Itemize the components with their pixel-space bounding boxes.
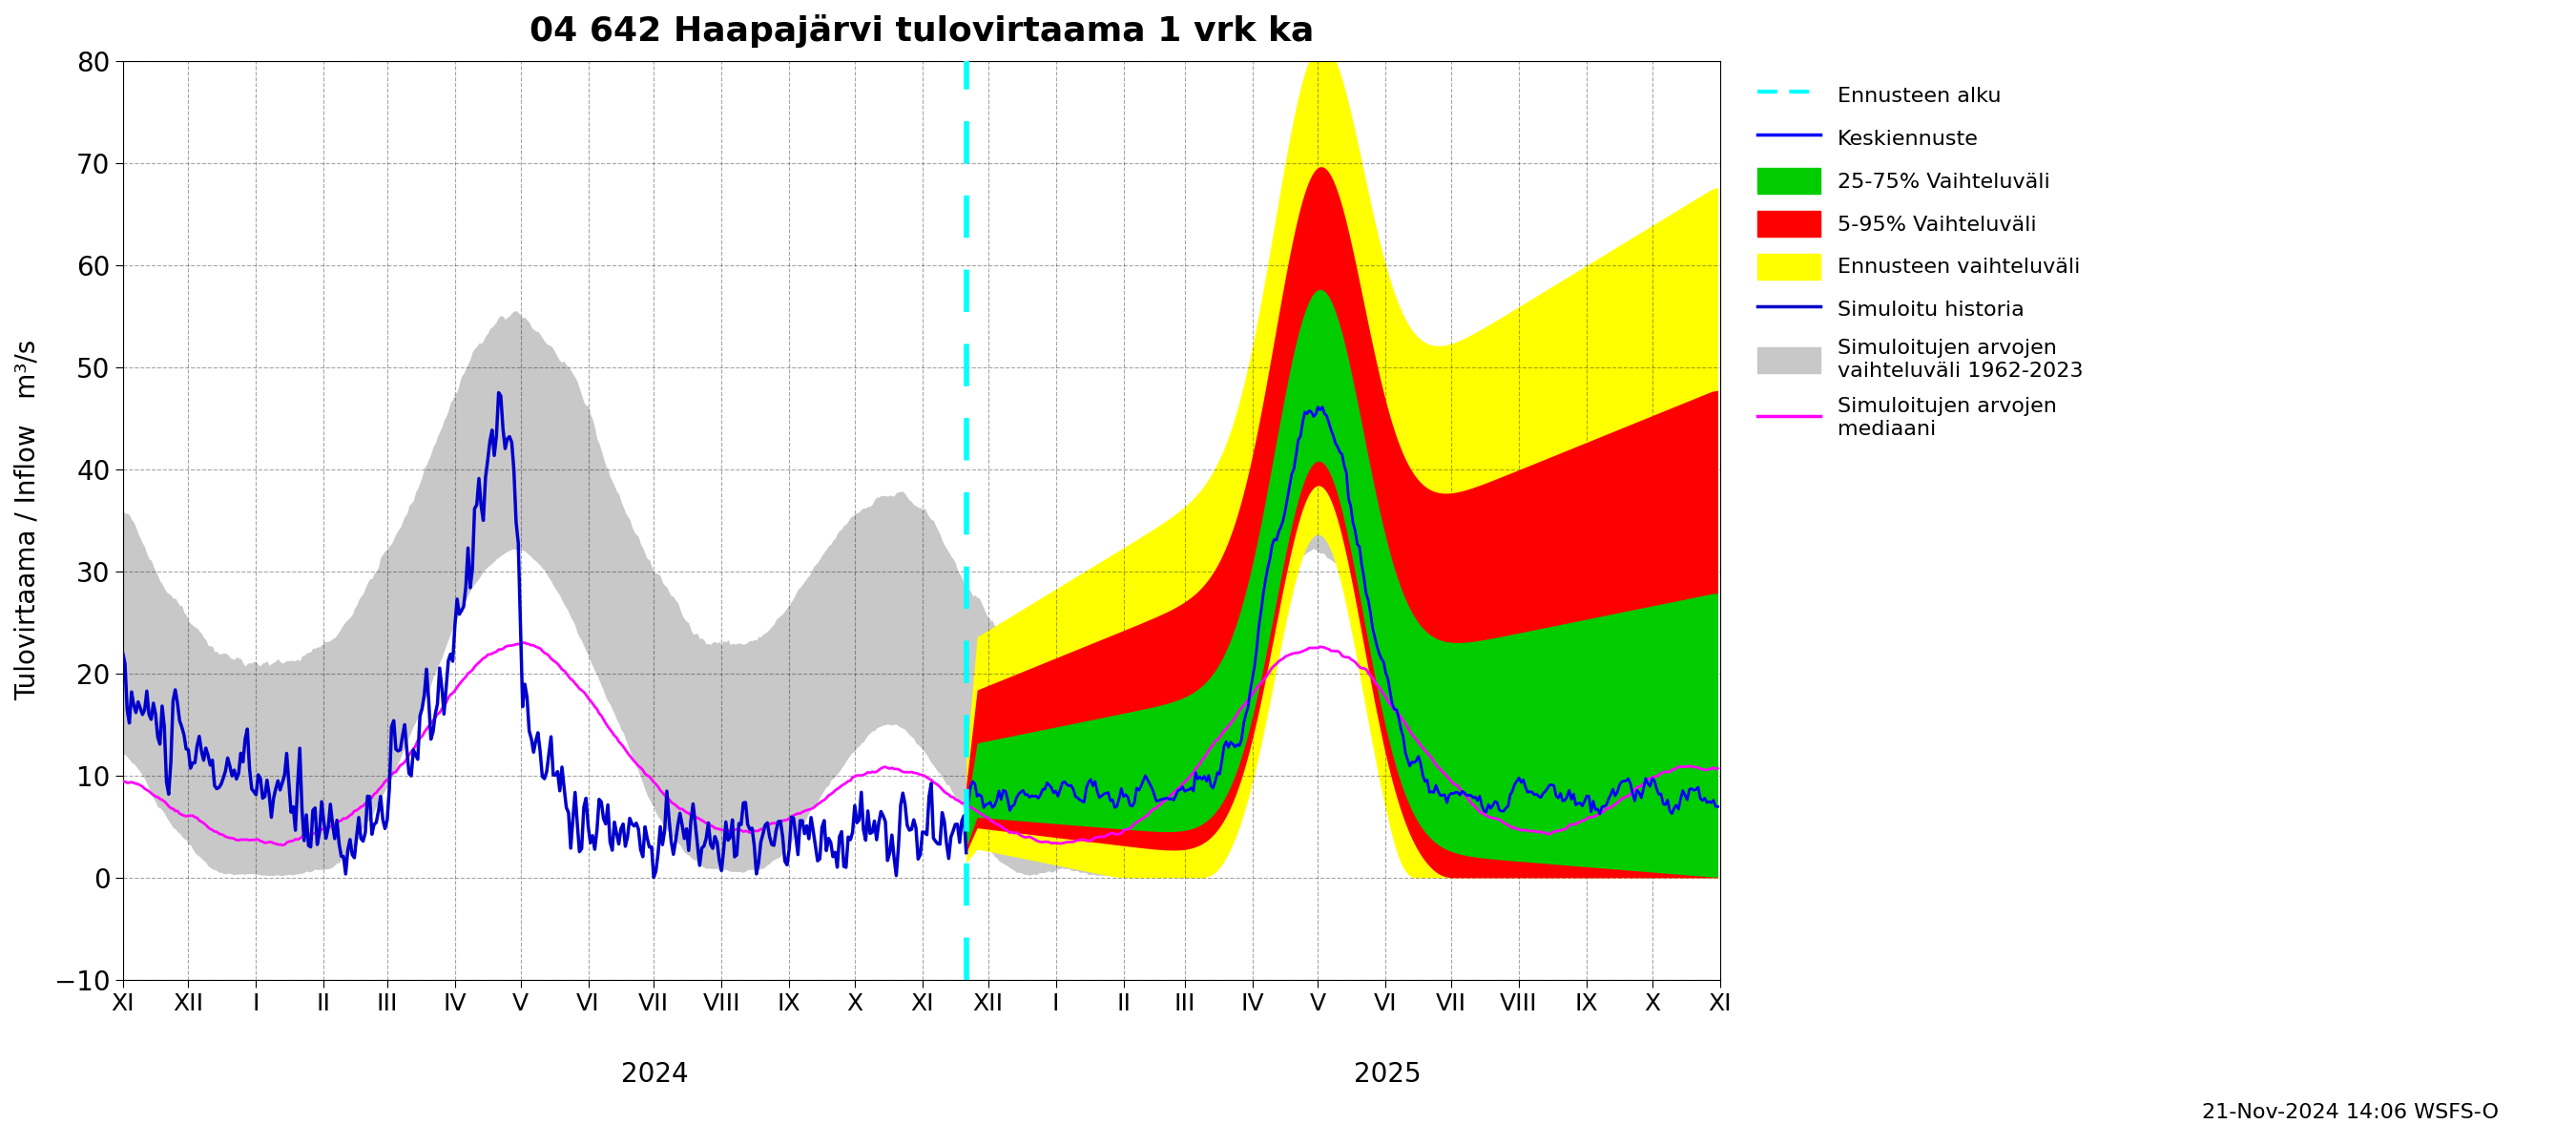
Text: 21-Nov-2024 14:06 WSFS-O: 21-Nov-2024 14:06 WSFS-O bbox=[2202, 1103, 2499, 1122]
Title: 04 642 Haapajärvi tulovirtaama 1 vrk ka: 04 642 Haapajärvi tulovirtaama 1 vrk ka bbox=[528, 14, 1314, 48]
Text: 2024: 2024 bbox=[621, 1061, 688, 1088]
Legend: Ennusteen alku, Keskiennuste, 25-75% Vaihteluväli, 5-95% Vaihteluväli, Ennusteen: Ennusteen alku, Keskiennuste, 25-75% Vai… bbox=[1747, 71, 2094, 449]
Y-axis label: Tulovirtaama / Inflow   m³/s: Tulovirtaama / Inflow m³/s bbox=[15, 340, 41, 701]
Text: 2025: 2025 bbox=[1355, 1061, 1422, 1088]
